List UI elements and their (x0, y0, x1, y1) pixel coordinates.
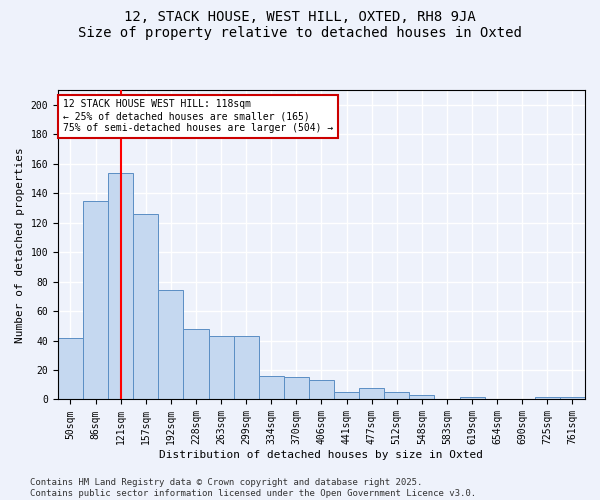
Bar (83, 200, 108, 400)
Bar (108, 172, 133, 400)
Bar (535, 396, 560, 400)
Bar (184, 329, 209, 400)
Bar (359, 388, 384, 400)
Bar (309, 380, 334, 400)
Bar (233, 336, 259, 400)
Bar (460, 396, 485, 400)
Text: 12 STACK HOUSE WEST HILL: 118sqm
← 25% of detached houses are smaller (165)
75% : 12 STACK HOUSE WEST HILL: 118sqm ← 25% o… (63, 100, 334, 132)
Bar (209, 336, 233, 400)
Bar (284, 378, 309, 400)
Y-axis label: Number of detached properties: Number of detached properties (15, 147, 25, 342)
Text: Contains HM Land Registry data © Crown copyright and database right 2025.
Contai: Contains HM Land Registry data © Crown c… (30, 478, 476, 498)
Bar (58, 338, 83, 400)
Bar (259, 376, 284, 400)
Bar (158, 290, 184, 400)
Bar (560, 396, 585, 400)
Bar (409, 395, 434, 400)
Bar (384, 392, 409, 400)
Text: 12, STACK HOUSE, WEST HILL, OXTED, RH8 9JA
Size of property relative to detached: 12, STACK HOUSE, WEST HILL, OXTED, RH8 9… (78, 10, 522, 40)
Bar (133, 214, 158, 400)
X-axis label: Distribution of detached houses by size in Oxted: Distribution of detached houses by size … (160, 450, 484, 460)
Bar (334, 392, 359, 400)
